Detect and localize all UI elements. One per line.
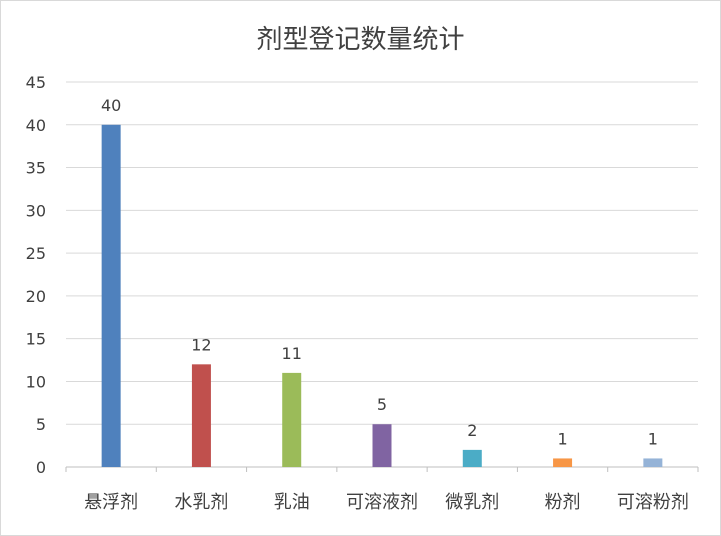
y-tick-label: 40: [26, 116, 46, 135]
data-label: 12: [191, 335, 211, 354]
bar: [372, 424, 392, 467]
data-label: 2: [467, 421, 477, 440]
bar: [462, 449, 482, 467]
y-tick-label: 20: [26, 287, 46, 306]
y-tick-label: 10: [26, 372, 46, 391]
data-label: 5: [377, 395, 387, 414]
x-tick-label: 水乳剂: [174, 492, 228, 513]
chart-title: 剂型登记数量统计: [256, 25, 465, 55]
x-tick-label: 悬浮剂: [84, 492, 138, 513]
x-tick-label: 粉剂: [545, 492, 581, 513]
x-tick-label: 可溶液剂: [346, 492, 418, 513]
bar: [553, 458, 573, 467]
y-tick-label: 30: [26, 201, 46, 220]
y-tick-label: 0: [36, 458, 46, 477]
data-label: 1: [648, 429, 658, 448]
y-tick-label: 5: [36, 415, 46, 434]
x-tick-label: 微乳剂: [445, 492, 499, 513]
bar: [101, 124, 121, 468]
x-tick-label: 可溶粉剂: [617, 492, 689, 513]
bar: [643, 458, 663, 467]
data-label: 1: [557, 429, 567, 448]
y-tick-label: 45: [26, 73, 46, 92]
bar: [191, 364, 211, 467]
y-tick-label: 15: [26, 330, 46, 349]
y-tick-label: 35: [26, 159, 46, 178]
bar: [282, 372, 302, 467]
x-tick-label: 乳油: [274, 492, 310, 513]
data-label: 40: [101, 96, 121, 115]
y-tick-label: 25: [26, 244, 46, 263]
data-label: 11: [282, 344, 302, 363]
